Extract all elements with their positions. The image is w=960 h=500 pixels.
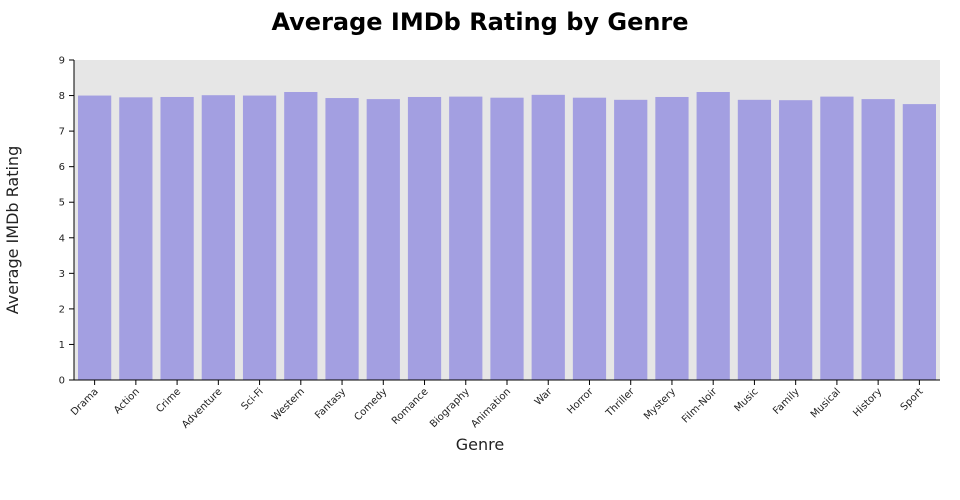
bar-animation (490, 97, 524, 380)
bar-biography (449, 96, 483, 381)
y-tick-label: 8 (59, 91, 65, 102)
y-tick-label: 1 (59, 340, 65, 351)
bar-family (779, 100, 813, 381)
y-tick-label: 2 (59, 304, 65, 315)
bar-war (531, 94, 565, 380)
bar-mystery (655, 96, 689, 380)
bar-romance (407, 96, 442, 380)
bar-sci-fi (242, 95, 277, 380)
y-axis-title: Average IMDb Rating (3, 146, 22, 314)
bar-musical (820, 96, 854, 381)
bars-group (78, 92, 936, 381)
y-tick-label: 9 (59, 56, 65, 67)
bar-film-noir (696, 92, 730, 380)
x-axis-title: Genre (456, 435, 504, 454)
bar-thriller (614, 99, 648, 380)
bar-sport (902, 104, 936, 380)
y-tick-label: 7 (59, 127, 65, 138)
bar-music (737, 99, 772, 380)
y-tick-label: 6 (59, 162, 65, 173)
y-tick-label: 3 (59, 269, 65, 280)
bar-action (119, 97, 153, 380)
y-tick-label: 5 (59, 198, 65, 209)
y-tick-label: 0 (59, 376, 65, 387)
bar-horror (572, 97, 607, 380)
bar-history (861, 99, 895, 381)
bar-comedy (366, 99, 400, 381)
bar-western (284, 92, 318, 380)
chart-title: Average IMDb Rating by Genre (271, 8, 688, 36)
bar-fantasy (325, 98, 359, 380)
y-tick-label: 4 (59, 233, 65, 244)
bar-drama (78, 95, 112, 380)
y-axis: 0 1 2 3 4 5 6 7 8 9 (59, 56, 74, 387)
bar-adventure (201, 95, 235, 380)
bar-crime (160, 96, 194, 380)
